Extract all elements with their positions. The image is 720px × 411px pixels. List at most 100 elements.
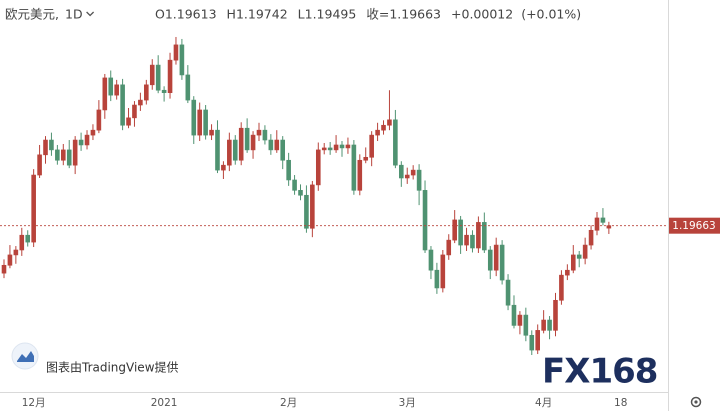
- candle-body: [369, 134, 374, 158]
- header-text: 1.19613: [165, 7, 217, 22]
- candle-body: [238, 127, 244, 161]
- x-tick-label: 2021: [151, 397, 178, 409]
- header-text: 1D: [65, 7, 83, 22]
- candle-body: [209, 129, 214, 136]
- candle-body: [410, 169, 416, 176]
- x-tick-label: 2月: [280, 397, 297, 409]
- attribution: 图表由TradingView提供: [46, 360, 179, 375]
- logo: FX168: [542, 352, 657, 392]
- candle-body: [60, 149, 66, 161]
- candle-body: [440, 254, 446, 289]
- candle-body: [499, 244, 505, 281]
- candle-body: [464, 234, 469, 246]
- badge-icon: [17, 351, 34, 362]
- settings-icon[interactable]: [690, 396, 702, 408]
- candle-body: [553, 299, 558, 331]
- candle-body: [404, 174, 410, 179]
- candle-body: [446, 239, 452, 256]
- candle-body: [321, 147, 327, 151]
- candle-body: [363, 156, 369, 161]
- candle-body: [149, 64, 155, 86]
- candle-body: [244, 127, 250, 151]
- candle-body: [25, 234, 31, 243]
- x-tick-label: 3月: [399, 397, 416, 409]
- candle-body: [304, 194, 309, 229]
- candle-body: [274, 139, 280, 151]
- candle-body: [191, 99, 197, 136]
- candle-body: [161, 89, 167, 93]
- candle-body: [197, 109, 202, 136]
- candle-body: [535, 330, 541, 351]
- gear-hub[interactable]: [694, 400, 698, 404]
- candle-body: [434, 269, 440, 289]
- header-text: 欧元美元: [5, 7, 55, 22]
- candle-body: [232, 139, 238, 161]
- candle-body: [227, 139, 232, 166]
- header: 欧元美元, 1D O 1.19613 H 1.19742 L 1.19495 收= 1.1966…: [5, 7, 581, 22]
- candle-body: [416, 169, 422, 191]
- candle-body: [559, 274, 564, 301]
- candle-body: [517, 314, 523, 326]
- candle-body: [43, 139, 48, 156]
- candle-body: [351, 144, 357, 191]
- candle-body: [132, 104, 137, 119]
- candle-body: [78, 139, 84, 146]
- candle-body: [49, 139, 54, 151]
- candle-body: [179, 44, 185, 76]
- candle-body: [357, 159, 363, 191]
- candle-body: [399, 164, 404, 179]
- x-tick-label: 18: [614, 397, 627, 409]
- candle-body: [126, 117, 131, 126]
- candle-body: [19, 234, 25, 251]
- candle-body: [185, 74, 191, 101]
- header-text: O: [155, 7, 165, 22]
- candle-body: [66, 149, 72, 166]
- candle-body: [476, 222, 481, 249]
- candle-body: [13, 249, 19, 256]
- candle-body: [167, 59, 173, 93]
- candle-body: [114, 84, 119, 96]
- candle-body: [72, 139, 78, 166]
- header-text: (+0.01%): [521, 7, 581, 22]
- candle-body: [286, 159, 291, 181]
- candle-body: [523, 314, 529, 336]
- attribution-badge: [11, 342, 39, 370]
- dropdown-caret: [86, 11, 95, 17]
- candle-body: [1, 264, 7, 274]
- candle-body: [381, 124, 386, 131]
- candle-body: [327, 147, 333, 151]
- header-text: H: [227, 7, 236, 22]
- candle-body: [55, 149, 60, 161]
- header-text: 1.19663: [389, 7, 441, 22]
- candle-body: [582, 244, 588, 259]
- candle-body: [292, 179, 297, 191]
- candle-body: [268, 139, 274, 151]
- candle-body: [96, 109, 102, 131]
- candle-body: [505, 279, 511, 306]
- candle-body: [588, 229, 594, 246]
- candle-body: [173, 44, 179, 61]
- header-sep: ,: [55, 7, 59, 22]
- header-text: +0.00012: [451, 7, 513, 22]
- candle-body: [387, 119, 392, 126]
- candle-body: [262, 129, 268, 141]
- candle-body: [576, 254, 582, 259]
- header-text: L: [298, 7, 305, 22]
- candle-body: [333, 144, 339, 151]
- candle-body: [37, 154, 42, 176]
- x-tick-label: 4月: [535, 397, 552, 409]
- header-text: 1.19495: [305, 7, 357, 22]
- candle-body: [452, 219, 457, 241]
- candle-body: [339, 144, 345, 149]
- candle-body: [600, 217, 606, 223]
- candle-body: [102, 77, 108, 111]
- candle-body: [215, 129, 220, 171]
- candle-body: [547, 319, 552, 331]
- candle-body: [155, 64, 161, 91]
- candle-body: [422, 190, 428, 251]
- candle-body: [31, 174, 36, 243]
- candle-body: [482, 222, 487, 251]
- candle-body: [7, 254, 13, 266]
- gear[interactable]: [690, 396, 702, 408]
